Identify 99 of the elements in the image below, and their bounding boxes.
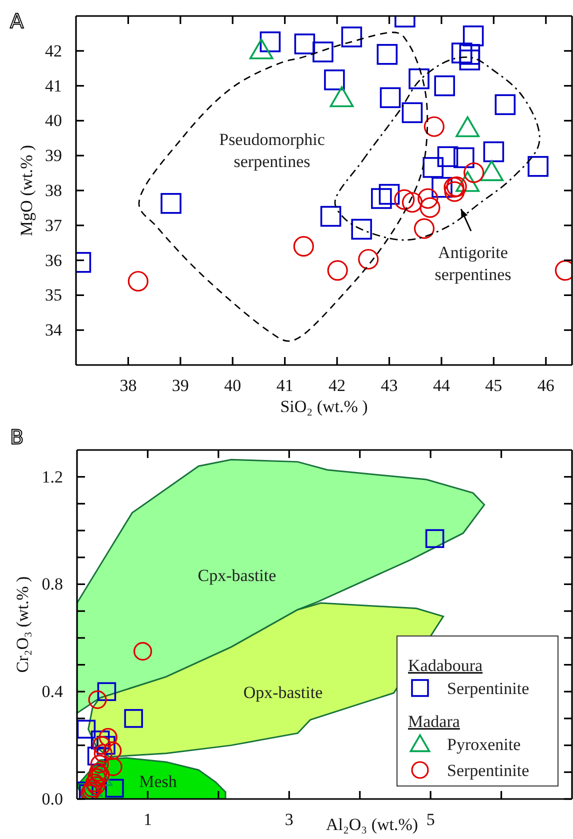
legend-label: Serpentinite <box>447 761 530 780</box>
point <box>90 730 110 750</box>
point <box>444 181 465 202</box>
legend-label: Serpentinite <box>447 679 530 698</box>
point <box>402 192 423 213</box>
point <box>459 50 480 70</box>
point <box>94 744 112 763</box>
point <box>380 87 401 108</box>
y-tick-label: 1.2 <box>42 467 63 486</box>
point <box>528 156 548 177</box>
y-tick-label: 0.8 <box>42 574 63 594</box>
x-tick-label: 3 <box>284 810 294 830</box>
annotation: Opx-bastite <box>243 683 323 702</box>
annotation: Madara <box>408 712 460 731</box>
point <box>437 146 458 168</box>
point <box>418 188 438 209</box>
point <box>124 709 143 728</box>
x-tick-label: 43 <box>380 376 398 396</box>
x-tick-label: 40 <box>224 376 242 396</box>
chart-title: B <box>10 425 24 449</box>
point <box>98 728 118 747</box>
point <box>456 171 480 192</box>
point <box>312 42 334 62</box>
point <box>454 147 474 168</box>
point <box>294 34 316 54</box>
point <box>408 68 430 90</box>
point <box>451 42 472 64</box>
x-tick-label: 39 <box>172 376 189 396</box>
point <box>88 690 107 709</box>
x-axis-title: Al₂O₃ (wt.%) <box>326 815 418 834</box>
point <box>97 682 116 702</box>
point <box>90 767 113 786</box>
y-tick-label: 0.0 <box>42 789 63 808</box>
chart-title: A <box>10 9 24 33</box>
point <box>90 754 109 774</box>
point <box>394 189 415 210</box>
point <box>425 529 444 548</box>
y-tick-label: 40 <box>45 111 62 130</box>
y-tick-label: 41 <box>45 76 62 96</box>
point <box>420 197 440 218</box>
point <box>371 188 392 209</box>
point <box>249 38 274 60</box>
y-tick-label: 42 <box>45 41 62 60</box>
point <box>324 69 345 90</box>
y-tick-label: 39 <box>45 146 62 166</box>
point <box>351 218 372 240</box>
x-tick-label: 45 <box>485 376 502 396</box>
x-tick-label: 42 <box>328 376 346 396</box>
legend-label: Pyroxenite <box>447 735 521 754</box>
y-tick-label: 36 <box>45 250 62 270</box>
x-tick-label: 44 <box>432 376 450 396</box>
point <box>160 193 182 214</box>
point <box>327 260 348 281</box>
y-tick-label: 35 <box>45 286 62 305</box>
y-axis-title: MgO (wt.% ) <box>17 144 36 236</box>
point <box>104 757 122 776</box>
point <box>358 248 379 270</box>
point <box>105 778 124 798</box>
y-tick-label: 38 <box>45 180 62 200</box>
annotation: Pseudomorphic serpentines <box>219 130 326 171</box>
point <box>378 184 400 205</box>
point <box>96 736 116 755</box>
point <box>402 102 423 124</box>
x-tick-label: 38 <box>120 376 137 396</box>
point <box>422 157 444 178</box>
point <box>376 44 398 65</box>
point <box>494 94 516 116</box>
y-axis-title: Cr₂O₃ (wt.% ) <box>13 576 32 673</box>
point <box>320 206 342 227</box>
point <box>293 236 314 257</box>
point <box>87 746 106 766</box>
point <box>432 176 452 198</box>
point <box>103 741 122 760</box>
annotation: Antigorite serpentines <box>434 243 512 284</box>
y-tick-label: 0.4 <box>42 682 64 702</box>
x-tick-label: 46 <box>537 376 554 396</box>
x-tick-label: 5 <box>426 810 435 830</box>
point <box>88 762 108 782</box>
y-tick-label: 37 <box>45 216 62 235</box>
y-tick-label: 34 <box>45 320 62 340</box>
point <box>480 160 504 182</box>
point <box>483 141 504 162</box>
point <box>462 25 484 46</box>
x-tick-label: 1 <box>143 810 152 830</box>
point <box>128 270 148 292</box>
point <box>92 736 112 755</box>
point <box>341 26 362 48</box>
point <box>434 75 456 96</box>
annotation: Mesh <box>139 772 178 791</box>
annotation: Kadaboura <box>408 656 484 675</box>
point <box>414 218 435 239</box>
point <box>330 86 354 108</box>
x-tick-label: 41 <box>276 376 294 396</box>
point <box>133 642 152 661</box>
point <box>456 116 480 138</box>
x-axis-title: SiO₂ (wt.% ) <box>280 397 368 416</box>
point <box>77 720 96 739</box>
point <box>424 116 444 137</box>
annotation: Cpx-bastite <box>198 566 276 585</box>
